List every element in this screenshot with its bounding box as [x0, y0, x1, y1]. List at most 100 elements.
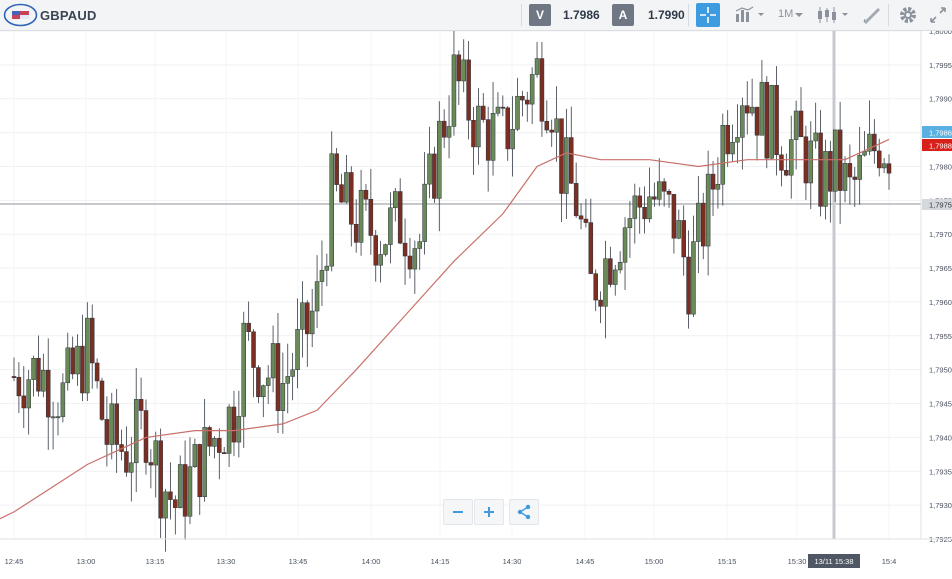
candle-body — [402, 242, 408, 257]
zoom-in-button[interactable] — [474, 499, 504, 525]
minus-icon — [453, 511, 463, 513]
candle-body — [725, 125, 730, 155]
candle-body — [569, 137, 574, 184]
chevron-down-icon[interactable] — [794, 5, 804, 25]
candle-body — [788, 139, 794, 176]
toolbar-divider — [688, 4, 689, 26]
candle-body — [192, 444, 198, 467]
candle-body — [764, 82, 770, 159]
toolbar-divider — [888, 4, 889, 26]
candle-body — [133, 399, 139, 464]
candle-body — [55, 416, 61, 419]
settings-icon[interactable] — [898, 5, 918, 25]
candles-layer — [11, 30, 892, 552]
candle-body — [129, 462, 134, 473]
candle-body — [617, 262, 623, 271]
toolbar-divider — [521, 4, 522, 26]
crosshair-time-label: 13/11 15:38 — [814, 557, 853, 566]
candle-body — [89, 317, 95, 364]
candle-body — [529, 74, 535, 105]
y-tick-label: 1,7955 — [929, 332, 952, 341]
candle-body — [749, 106, 755, 114]
bid-price[interactable]: 1.7986 — [563, 8, 600, 22]
candle-body — [280, 383, 286, 411]
fullscreen-icon[interactable] — [928, 5, 948, 25]
zoom-out-button[interactable] — [443, 499, 473, 525]
candle-body — [627, 218, 633, 229]
share-button[interactable] — [509, 499, 539, 525]
candle-body — [388, 207, 393, 245]
candle-body — [715, 184, 721, 190]
candle-body — [65, 347, 71, 384]
x-tick-label: 13:30 — [217, 557, 236, 566]
ask-price-tag — [922, 139, 952, 151]
candle-body — [637, 195, 642, 208]
candle-body — [686, 256, 691, 315]
candle-body — [828, 151, 833, 192]
candle-body — [168, 491, 173, 500]
bid-label-badge[interactable]: V — [529, 4, 551, 26]
candle-body — [202, 427, 207, 498]
x-tick-label: 13:15 — [146, 557, 165, 566]
candle-body — [671, 194, 677, 239]
candle-body — [720, 125, 726, 185]
bid-price-tag-label: 1,7986 — [929, 129, 952, 138]
x-tick-label: 12:45 — [5, 557, 24, 566]
candle-body — [334, 153, 339, 185]
brand-logo-icon[interactable] — [3, 3, 38, 27]
candle-body — [842, 163, 848, 191]
candle-body — [358, 189, 364, 243]
candle-body — [603, 258, 608, 307]
candle-body — [554, 118, 559, 133]
candle-body — [544, 121, 550, 131]
candle-body — [588, 222, 594, 274]
price-chart[interactable]: 1,80001,79951,79901,79851,79801,79751,79… — [0, 27, 952, 574]
chart-type-icon[interactable] — [816, 5, 850, 25]
candle-body — [490, 113, 496, 161]
candle-body — [769, 85, 774, 159]
candle-body — [177, 464, 183, 508]
candle-body — [534, 58, 540, 75]
y-tick-label: 1,7950 — [929, 366, 952, 375]
candle-body — [613, 269, 618, 285]
candle-body — [265, 377, 271, 386]
candle-body — [867, 133, 872, 152]
candle-body — [661, 181, 667, 192]
candle-body — [744, 105, 750, 114]
candle-body — [779, 154, 784, 171]
candle-body — [852, 176, 858, 180]
candle-body — [85, 317, 90, 394]
y-tick-label: 1,7970 — [929, 230, 952, 239]
candle-body — [158, 440, 163, 519]
candle-body — [471, 119, 476, 148]
candle-body — [700, 202, 706, 247]
candle-body — [50, 416, 56, 419]
candle-body — [793, 110, 799, 140]
candle-body — [432, 153, 437, 199]
crosshair-price-tag — [922, 199, 952, 210]
candle-body — [148, 462, 154, 466]
x-tick-label: 15:00 — [645, 557, 664, 566]
x-tick-label: 15:30 — [788, 557, 807, 566]
candle-body — [647, 196, 652, 220]
ask-label-badge[interactable]: A — [612, 4, 634, 26]
candle-body — [368, 198, 374, 236]
instrument-symbol[interactable]: GBPAUD — [40, 8, 97, 23]
candle-body — [823, 151, 828, 207]
candle-body — [735, 137, 740, 143]
indicators-icon[interactable] — [734, 5, 766, 25]
crosshair-button[interactable] — [696, 3, 720, 27]
ask-price[interactable]: 1.7990 — [648, 8, 685, 22]
y-tick-label: 1,7965 — [929, 264, 952, 273]
candle-body — [314, 281, 320, 312]
candle-body — [754, 106, 760, 136]
candle-body — [798, 110, 804, 137]
candle-body — [857, 154, 862, 180]
candle-body — [60, 382, 66, 417]
timeframe-selector[interactable]: 1M — [778, 8, 794, 20]
candle-body — [549, 129, 554, 133]
y-tick-label: 1,8000 — [929, 31, 952, 36]
drawing-icon[interactable] — [862, 5, 882, 25]
candle-body — [564, 137, 569, 194]
candle-body — [231, 406, 237, 443]
